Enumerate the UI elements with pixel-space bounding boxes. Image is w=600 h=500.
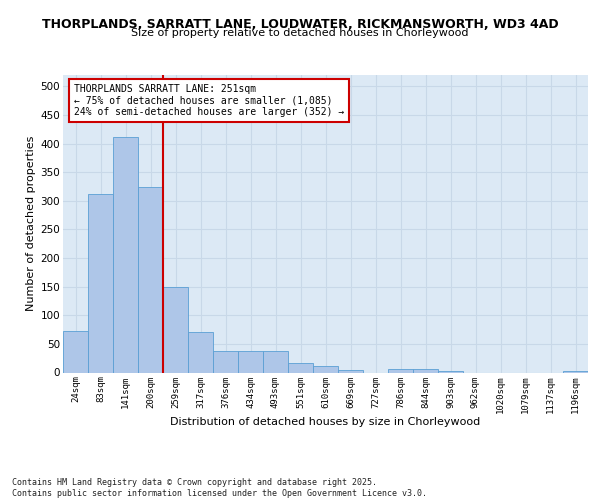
Bar xyxy=(438,371,463,372)
Text: THORPLANDS, SARRATT LANE, LOUDWATER, RICKMANSWORTH, WD3 4AD: THORPLANDS, SARRATT LANE, LOUDWATER, RIC… xyxy=(41,18,559,30)
Text: Contains HM Land Registry data © Crown copyright and database right 2025.
Contai: Contains HM Land Registry data © Crown c… xyxy=(12,478,427,498)
Bar xyxy=(163,286,188,372)
Bar xyxy=(563,371,588,372)
Bar xyxy=(413,369,438,372)
Bar xyxy=(238,352,263,372)
X-axis label: Distribution of detached houses by size in Chorleywood: Distribution of detached houses by size … xyxy=(170,417,481,427)
Text: THORPLANDS SARRATT LANE: 251sqm
← 75% of detached houses are smaller (1,085)
24%: THORPLANDS SARRATT LANE: 251sqm ← 75% of… xyxy=(74,84,344,117)
Text: Size of property relative to detached houses in Chorleywood: Size of property relative to detached ho… xyxy=(131,28,469,38)
Bar xyxy=(63,332,88,372)
Bar xyxy=(88,194,113,372)
Bar xyxy=(288,364,313,372)
Bar xyxy=(313,366,338,372)
Bar xyxy=(138,186,163,372)
Bar xyxy=(388,369,413,372)
Bar xyxy=(113,138,138,372)
Bar xyxy=(213,352,238,372)
Bar xyxy=(188,332,213,372)
Y-axis label: Number of detached properties: Number of detached properties xyxy=(26,136,37,312)
Bar xyxy=(263,352,288,372)
Bar xyxy=(338,370,363,372)
